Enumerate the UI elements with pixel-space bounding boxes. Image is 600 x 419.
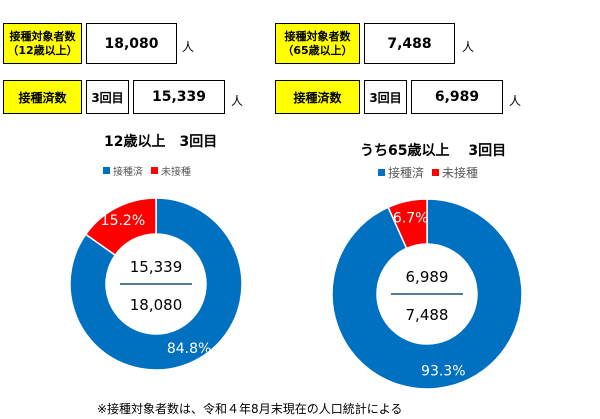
unit-label: 人 [509, 94, 522, 108]
legend-label: 接種済 [113, 167, 143, 178]
slice-unvaccinated [84, 197, 157, 257]
done-label-65plus: 接種済数 [275, 80, 360, 114]
center-target-count: 7,488 [406, 306, 449, 324]
data-label-vaccinated: 93.3% [421, 363, 465, 379]
target-label-12plus: 接種対象者数 （12歳以上） [3, 23, 82, 64]
legend-item-done: 接種済 [378, 164, 424, 181]
done-value-12plus: 15,339 [133, 80, 225, 114]
data-label-unvaccinated: 6.7% [393, 211, 429, 227]
legend-item-done: 接種済 [103, 163, 143, 178]
legend-label: 接種済 [388, 166, 425, 180]
chart-title-65plus: うち65歳以上 3回目 [360, 143, 507, 159]
legend-item-not-done: 未接種 [151, 163, 191, 178]
chart-title-12plus: 12歳以上 3回目 [104, 134, 218, 150]
target-label-line1: 接種対象者数 [284, 29, 351, 43]
slice-vaccinated [331, 198, 523, 390]
donut-0: 84.8% 15.2% 15,339 18,080 [69, 197, 243, 371]
target-label-line1: 接種対象者数 [9, 29, 76, 43]
legend-swatch [151, 167, 158, 174]
data-label-unvaccinated: 15.2% [101, 213, 145, 229]
center-vaccinated-count: 15,339 [130, 258, 183, 276]
target-value-65plus: 7,488 [364, 23, 455, 64]
target-label-65plus: 接種対象者数 （65歳以上） [275, 23, 360, 64]
donut-1: 93.3% 6.7% 6,989 7,488 [331, 198, 523, 390]
done-value-65plus: 6,989 [411, 80, 503, 114]
center-vaccinated-count: 6,989 [406, 268, 449, 286]
legend-swatch [378, 169, 385, 176]
done-label-12plus: 接種済数 [3, 80, 82, 114]
legend-label: 未接種 [161, 167, 191, 178]
data-label-vaccinated: 84.8% [167, 341, 211, 357]
round-label-65plus: 3回目 [364, 80, 407, 114]
unit-label: 人 [462, 40, 475, 54]
slice-vaccinated [69, 197, 243, 371]
legend-swatch [432, 169, 440, 176]
slice-unvaccinated [387, 198, 428, 250]
target-label-line2: （12歳以上） [7, 43, 78, 57]
target-label-line2: （65歳以上） [282, 43, 353, 57]
legend-label: 未接種 [442, 166, 479, 180]
legend-item-not-done: 未接種 [432, 164, 478, 181]
center-target-count: 18,080 [130, 296, 183, 314]
footnote: ※接種対象者数は、令和４年8月末現在の人口統計による [97, 402, 403, 416]
unit-label: 人 [182, 40, 195, 54]
target-value-12plus: 18,080 [86, 23, 177, 64]
unit-label: 人 [231, 94, 244, 108]
legend-65plus: 接種済 未接種 [378, 164, 486, 181]
round-label-12plus: 3回目 [86, 80, 129, 114]
legend-12plus: 接種済 未接種 [103, 163, 199, 178]
legend-swatch [103, 167, 110, 174]
